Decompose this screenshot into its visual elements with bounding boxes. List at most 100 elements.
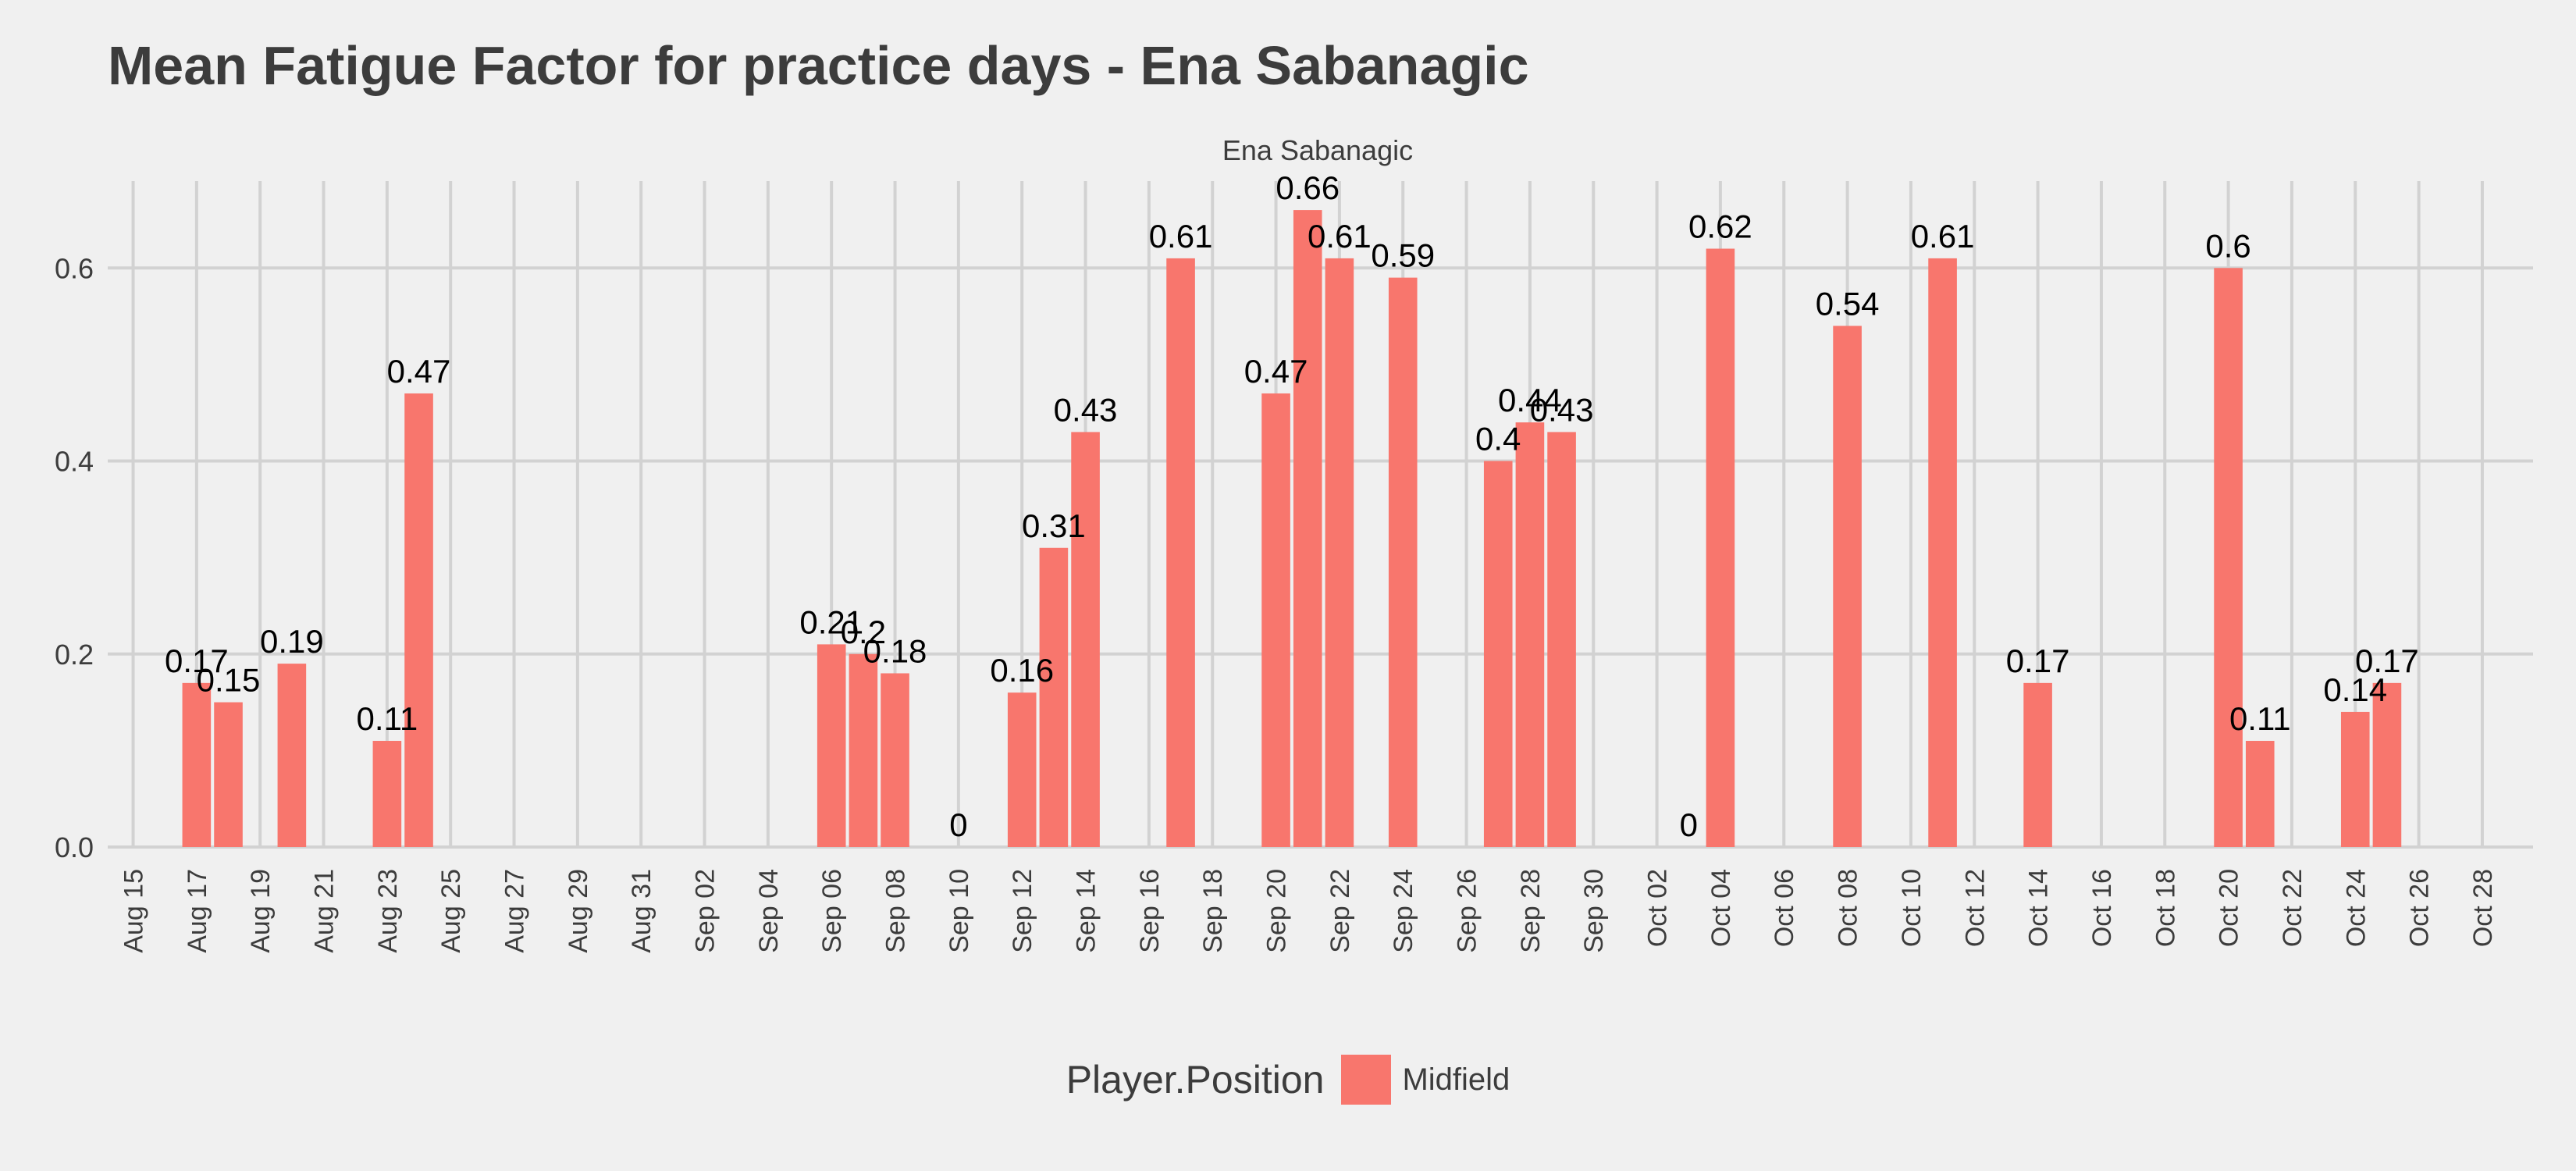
legend: Player.Position Midfield: [0, 1052, 2576, 1107]
x-tick-label: Oct 12: [1960, 869, 1990, 947]
bar-value-label: 0.54: [1816, 285, 1880, 322]
x-tick-label: Sep 02: [691, 869, 720, 953]
bar: [2214, 268, 2243, 847]
x-tick-label: Oct 14: [2024, 869, 2054, 947]
bar-value-label: 0.61: [1149, 218, 1213, 254]
bars: [182, 210, 2402, 848]
bar: [1515, 422, 1545, 847]
bar: [1293, 210, 1322, 848]
bar: [2372, 682, 2402, 847]
x-tick-label: Aug 27: [500, 869, 530, 953]
bar: [1483, 461, 1513, 847]
x-tick-label: Oct 08: [1834, 869, 1863, 947]
bar: [2245, 741, 2275, 847]
bar-value-label: 0.47: [387, 353, 451, 390]
facet-label: Ena Sabanagic: [1222, 134, 1413, 166]
x-tick-label: Aug 17: [183, 869, 212, 953]
bar-value-label: 0.15: [197, 662, 261, 699]
bar: [1007, 692, 1037, 847]
x-tick-label: Aug 29: [564, 869, 593, 953]
bar: [1071, 432, 1100, 847]
x-tick-label: Sep 18: [1198, 869, 1228, 953]
y-tick-label: 0.2: [55, 639, 94, 671]
bar-value-label: 0.14: [2323, 671, 2387, 708]
x-tick-label: Aug 25: [436, 869, 466, 953]
x-tick-label: Sep 16: [1135, 869, 1165, 953]
bar-value-label: 0: [1680, 806, 1698, 843]
legend-label-midfield: Midfield: [1402, 1062, 1510, 1097]
legend-swatch-midfield: [1341, 1055, 1392, 1105]
x-tick-label: Sep 14: [1072, 869, 1101, 953]
y-tick-label: 0.6: [55, 252, 94, 284]
bar-value-label: 0.6: [2205, 227, 2250, 264]
bar: [2340, 711, 2370, 847]
bar: [1039, 547, 1069, 847]
bar: [277, 664, 307, 847]
x-tick-label: Oct 06: [1770, 869, 1799, 947]
bar: [404, 393, 433, 847]
x-tick-label: Aug 19: [246, 869, 276, 953]
x-tick-label: Oct 18: [2151, 869, 2180, 947]
data-labels: 0.170.150.190.110.470.210.20.1800.160.31…: [165, 169, 2419, 843]
bar-value-label: 0.17: [2006, 642, 2070, 679]
legend-title: Player.Position: [1066, 1058, 1325, 1102]
bar: [1928, 258, 1957, 847]
x-tick-label: Oct 22: [2278, 869, 2307, 947]
x-tick-label: Sep 04: [754, 869, 784, 953]
bar: [2023, 682, 2052, 847]
x-tick-label: Sep 08: [881, 869, 911, 953]
bar-value-label: 0.4: [1475, 421, 1521, 457]
x-tick-label: Oct 26: [2405, 869, 2435, 947]
bar-value-label: 0.43: [1054, 391, 1118, 428]
bar-value-label: 0.66: [1276, 169, 1340, 206]
bar: [214, 702, 243, 847]
y-tick-label: 0.0: [55, 831, 94, 863]
bar-value-label: 0.18: [863, 632, 927, 669]
bar-value-label: 0.16: [990, 652, 1054, 689]
bar: [1166, 258, 1195, 847]
x-tick-label: Aug 31: [627, 869, 656, 953]
bar-value-label: 0.17: [165, 642, 229, 679]
x-tick-label: Sep 10: [945, 869, 974, 953]
x-tick-label: Sep 24: [1389, 869, 1418, 953]
bar-value-label: 0.17: [2355, 642, 2419, 679]
bar-value-label: 0.31: [1022, 507, 1086, 544]
x-tick-label: Oct 10: [1897, 869, 1927, 947]
x-tick-label: Sep 26: [1453, 869, 1482, 953]
bar-value-label: 0.61: [1911, 218, 1975, 254]
bar: [1388, 277, 1418, 848]
bar: [1833, 326, 1862, 847]
bar: [849, 653, 878, 847]
x-tick-label: Oct 02: [1643, 869, 1673, 947]
bar-value-label: 0.11: [2229, 700, 2291, 737]
bar: [881, 673, 909, 847]
x-axis: Aug 15 Aug 17 Aug 19 Aug 21 Aug 23 Aug 25 Aug …: [119, 869, 2498, 953]
x-tick-label: Sep 20: [1262, 869, 1292, 953]
chart-title: Mean Fatigue Factor for practice days - …: [108, 35, 1529, 96]
bar-value-label: 0.19: [260, 623, 324, 660]
bar-value-label: 0.61: [1308, 218, 1372, 254]
x-tick-label: Oct 16: [2087, 869, 2117, 947]
bar: [817, 644, 846, 847]
x-tick-label: Sep 30: [1579, 869, 1609, 953]
x-tick-label: Oct 20: [2215, 869, 2244, 947]
x-tick-label: Aug 15: [119, 869, 149, 953]
bar-value-label: 0.59: [1371, 237, 1435, 274]
x-tick-label: Oct 28: [2468, 869, 2498, 947]
bar-value-label: 0.44: [1498, 382, 1562, 418]
x-tick-label: Aug 21: [310, 869, 340, 953]
bar-value-label: 0.2: [841, 614, 886, 650]
x-tick-label: Sep 12: [1008, 869, 1037, 953]
bar-value-label: 0: [949, 806, 967, 843]
bar-value-label: 0.11: [357, 700, 418, 737]
bar: [1706, 248, 1735, 847]
x-tick-label: Sep 28: [1516, 869, 1546, 953]
bar-value-label: 0.62: [1688, 208, 1752, 245]
bar-value-label: 0.47: [1244, 353, 1308, 390]
bar: [372, 741, 402, 847]
x-tick-label: Sep 22: [1325, 869, 1355, 953]
bar: [1261, 393, 1290, 847]
bar: [182, 682, 212, 847]
y-tick-label: 0.4: [55, 446, 94, 478]
